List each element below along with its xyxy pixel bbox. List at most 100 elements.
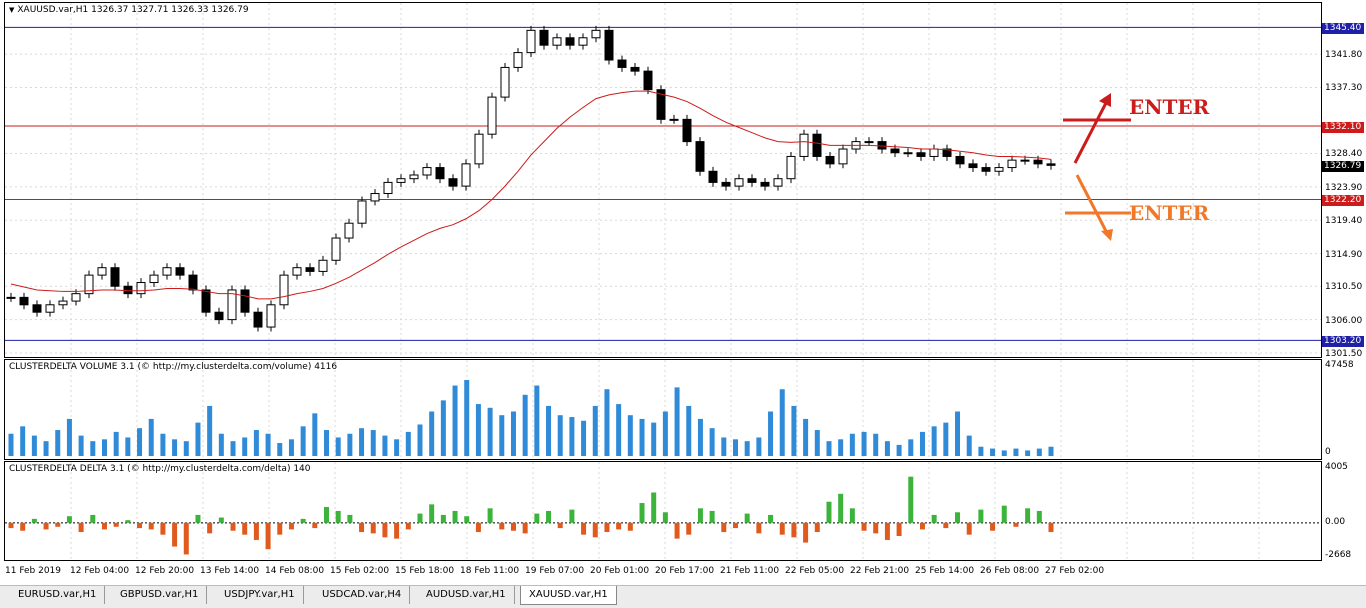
price-tag: 1326.79	[1322, 160, 1364, 172]
price-tag: 1332.10	[1322, 121, 1364, 133]
price-tag: 1303.20	[1322, 335, 1364, 347]
delta-bar	[359, 522, 365, 533]
delta-bar	[943, 522, 949, 529]
volume-bar	[172, 439, 178, 456]
price-axis-label: 1337.30	[1325, 83, 1363, 94]
candle-body	[422, 167, 432, 176]
delta-bar	[253, 522, 259, 540]
delta-bar	[627, 522, 633, 531]
candle-body	[487, 96, 497, 135]
volume-bar	[20, 426, 26, 456]
time-axis-label: 15 Feb 18:00	[395, 566, 455, 576]
candle-body	[19, 296, 29, 306]
delta-bar	[300, 518, 306, 523]
candle-body	[513, 52, 523, 68]
volume-bar	[78, 435, 84, 456]
candle-body	[916, 152, 926, 157]
price-chart-canvas[interactable]	[5, 3, 1321, 357]
candle-body	[409, 174, 419, 180]
candle-body	[188, 274, 198, 291]
delta-bar	[651, 492, 657, 523]
enter-long-arrow	[1073, 100, 1109, 164]
delta-bar	[113, 522, 119, 527]
delta-bar	[931, 514, 937, 523]
volume-indicator-panel[interactable]: CLUSTERDELTA VOLUME 3.1 (© http://my.clu…	[4, 359, 1322, 460]
volume-bar	[417, 424, 423, 456]
volume-bar	[662, 411, 668, 456]
volume-bar	[674, 387, 680, 456]
symbol-tab[interactable]: AUDUSD.var,H1	[418, 586, 515, 604]
delta-bar	[218, 517, 224, 523]
volume-bar	[101, 439, 107, 456]
symbol-tab[interactable]: XAUUSD.var,H1	[520, 586, 617, 605]
delta-bar	[183, 522, 189, 555]
delta-indicator-panel[interactable]: CLUSTERDELTA DELTA 3.1 (© http://my.clus…	[4, 461, 1322, 561]
delta-axis-max: 4005	[1325, 462, 1348, 472]
price-axis-label: 1328.40	[1325, 149, 1363, 160]
delta-bar	[955, 512, 961, 523]
delta-bar	[1013, 522, 1019, 527]
delta-bar	[125, 520, 131, 523]
delta-bar	[861, 522, 867, 531]
delta-bar	[744, 513, 750, 523]
symbol-tab[interactable]: GBPUSD.var,H1	[112, 586, 208, 604]
candle-body	[357, 200, 367, 224]
symbol-tab[interactable]: EURUSD.var,H1	[10, 586, 106, 604]
delta-bar	[160, 522, 166, 535]
candle-body	[955, 155, 965, 165]
volume-bar	[324, 430, 330, 456]
delta-bar	[101, 522, 107, 530]
delta-bar	[966, 522, 972, 535]
delta-bar	[1025, 508, 1031, 523]
price-axis: 1341.80 1337.30 1328.40 1323.90 1319.40 1314.…	[1322, 2, 1366, 359]
candle-body	[71, 293, 81, 302]
volume-bar	[803, 418, 809, 456]
volume-canvas	[8, 360, 1260, 459]
enter-short-arrowhead	[1101, 229, 1113, 241]
price-axis-label: 1301.50	[1325, 349, 1363, 359]
candle-body	[123, 285, 133, 295]
candle-body	[942, 148, 952, 157]
delta-bar	[55, 522, 61, 527]
candle-body	[396, 178, 406, 183]
candle-body	[344, 222, 354, 239]
delta-bar	[709, 510, 715, 523]
delta-axis: 4005 0.00 -2668	[1322, 461, 1366, 561]
symbol-tab[interactable]: USDCAD.var,H4	[314, 586, 411, 604]
volume-bar	[195, 422, 201, 456]
volume-bar	[838, 439, 844, 456]
candle-body	[682, 118, 692, 143]
candle-body	[227, 289, 237, 321]
candle-body	[539, 29, 549, 46]
candle-body	[929, 148, 939, 157]
volume-bar	[604, 389, 610, 456]
volume-bar	[90, 441, 96, 456]
delta-bar	[382, 522, 388, 538]
volume-bar	[1025, 450, 1031, 456]
volume-bar	[721, 437, 727, 456]
delta-bar	[20, 522, 26, 531]
delta-bar	[475, 522, 481, 533]
volume-bar	[300, 426, 306, 456]
time-axis-label: 22 Feb 05:00	[785, 566, 845, 576]
price-chart-panel[interactable]: ▼ XAUUSD.var,H1 1326.37 1327.71 1326.33 1…	[4, 2, 1322, 358]
delta-bar	[487, 508, 493, 523]
volume-bar	[709, 428, 715, 456]
delta-bar	[686, 522, 692, 535]
time-axis-label: 27 Feb 02:00	[1045, 566, 1105, 576]
time-axis-label: 20 Feb 17:00	[655, 566, 715, 576]
volume-bar	[1013, 448, 1019, 456]
volume-bar	[861, 431, 867, 456]
delta-axis-zero: 0.00	[1325, 517, 1346, 527]
volume-bar	[826, 441, 832, 456]
volume-bar	[569, 417, 575, 456]
delta-bar	[803, 522, 809, 543]
delta-bar	[662, 512, 668, 523]
volume-bar	[908, 439, 914, 456]
symbol-tab[interactable]: USDJPY.var,H1	[216, 586, 304, 604]
volume-bar	[546, 405, 552, 456]
volume-bar	[768, 411, 774, 456]
volume-bar	[756, 437, 762, 456]
delta-bar	[31, 518, 37, 523]
candle-body	[162, 267, 172, 276]
